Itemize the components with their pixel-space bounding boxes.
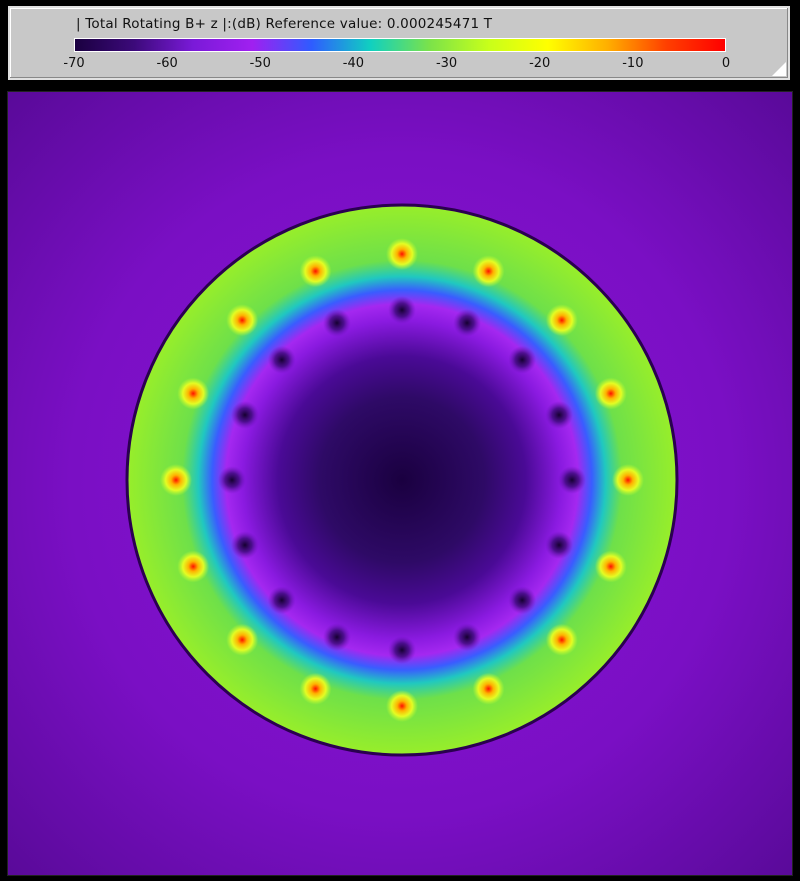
dark-spot <box>453 308 482 337</box>
colorbar-tick-label: -60 <box>156 56 178 71</box>
resize-grip-icon[interactable] <box>772 62 786 76</box>
colorbar-tick-label: 0 <box>721 56 731 71</box>
hot-spot <box>160 464 192 496</box>
hot-spot <box>226 623 259 656</box>
dark-spot <box>230 531 259 560</box>
dark-spot <box>453 623 482 652</box>
hot-spot <box>472 255 505 288</box>
hot-spot <box>594 550 627 583</box>
dark-spot <box>322 308 351 337</box>
dark-spot <box>508 345 537 374</box>
hot-spot <box>226 304 259 337</box>
dark-spot <box>558 466 586 494</box>
field-plot <box>8 92 792 875</box>
legend-title: | Total Rotating B+ z |:(dB) Reference v… <box>76 16 493 32</box>
hot-spot <box>472 672 505 705</box>
dark-spot <box>545 531 574 560</box>
dark-spot <box>322 623 351 652</box>
colorbar-gradient <box>74 38 726 52</box>
dark-spot <box>388 296 416 324</box>
stator-ring <box>125 203 679 757</box>
dark-spot <box>267 586 296 615</box>
dark-spot <box>508 586 537 615</box>
hot-spot <box>386 690 418 722</box>
colorbar-tick-label: -20 <box>529 56 551 71</box>
colorbar-tick-label: -30 <box>435 56 458 71</box>
dark-spot <box>230 400 259 429</box>
hot-spot <box>177 377 210 410</box>
hot-spot <box>594 377 627 410</box>
field-plot-panel[interactable] <box>7 91 793 876</box>
hot-spot <box>177 550 210 583</box>
colorbar-tick-label: -50 <box>249 56 271 71</box>
hot-spots <box>160 238 644 722</box>
hot-spot <box>545 304 578 337</box>
hot-spot <box>299 672 332 705</box>
dark-spot <box>388 636 416 664</box>
hot-spot <box>386 238 418 270</box>
hot-spot <box>299 255 332 288</box>
colorbar-tick-label: -10 <box>622 56 644 71</box>
dark-spot <box>218 466 246 494</box>
dark-spot <box>267 345 296 374</box>
dark-spot <box>545 400 574 429</box>
hot-spot <box>612 464 644 496</box>
colorbar-tick-label: -70 <box>63 56 85 71</box>
colorbar-legend-panel: | Total Rotating B+ z |:(dB) Reference v… <box>8 6 790 80</box>
colorbar-tick-label: -40 <box>342 56 365 71</box>
dark-spots <box>218 296 586 664</box>
hot-spot <box>545 623 578 656</box>
